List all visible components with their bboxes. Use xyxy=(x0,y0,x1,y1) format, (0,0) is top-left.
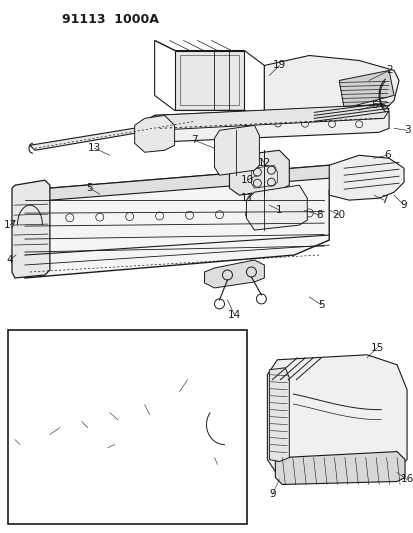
Polygon shape xyxy=(88,400,161,418)
Bar xyxy=(8,330,247,524)
Text: 15: 15 xyxy=(370,343,383,353)
Text: 6: 6 xyxy=(106,408,113,418)
Polygon shape xyxy=(275,451,404,484)
Polygon shape xyxy=(174,51,244,110)
Text: 7: 7 xyxy=(78,417,85,426)
Polygon shape xyxy=(269,368,289,462)
Polygon shape xyxy=(246,185,306,230)
Text: 4: 4 xyxy=(12,434,18,445)
Polygon shape xyxy=(12,180,50,278)
Text: 3: 3 xyxy=(403,125,409,135)
Text: 21: 21 xyxy=(101,442,114,453)
Text: 20: 20 xyxy=(332,210,345,220)
Text: 18: 18 xyxy=(210,459,223,470)
Text: 2: 2 xyxy=(385,66,392,76)
Polygon shape xyxy=(149,104,388,131)
Polygon shape xyxy=(144,106,388,142)
Text: 6: 6 xyxy=(370,100,377,110)
Polygon shape xyxy=(338,70,393,108)
Text: 17: 17 xyxy=(3,220,17,230)
Polygon shape xyxy=(328,155,403,200)
Text: 5: 5 xyxy=(57,423,63,433)
Polygon shape xyxy=(229,150,289,195)
Polygon shape xyxy=(25,165,348,202)
Polygon shape xyxy=(264,55,398,128)
Polygon shape xyxy=(214,125,259,175)
Polygon shape xyxy=(15,419,114,442)
Polygon shape xyxy=(134,387,224,478)
Text: 7: 7 xyxy=(380,195,387,205)
Text: 8: 8 xyxy=(315,210,322,220)
Text: 3: 3 xyxy=(141,400,147,410)
Polygon shape xyxy=(20,165,348,278)
Text: 5: 5 xyxy=(317,300,324,310)
Circle shape xyxy=(37,451,43,457)
Polygon shape xyxy=(267,355,406,480)
Polygon shape xyxy=(30,118,199,150)
Polygon shape xyxy=(204,260,264,288)
Text: 11: 11 xyxy=(240,193,254,203)
Text: 9: 9 xyxy=(268,489,275,499)
Polygon shape xyxy=(92,400,164,449)
Polygon shape xyxy=(15,415,104,518)
Text: 10: 10 xyxy=(240,175,253,185)
Polygon shape xyxy=(134,115,174,152)
Text: 5: 5 xyxy=(86,183,93,193)
Text: 7: 7 xyxy=(191,135,197,146)
Text: 15: 15 xyxy=(180,375,194,385)
Text: 91113  1000A: 91113 1000A xyxy=(62,13,158,26)
Text: 14: 14 xyxy=(227,310,240,320)
Text: 6: 6 xyxy=(383,150,389,160)
Text: 13: 13 xyxy=(88,143,101,154)
Text: 4: 4 xyxy=(7,255,13,265)
Text: 12: 12 xyxy=(257,158,271,168)
Polygon shape xyxy=(209,387,241,462)
Text: 16: 16 xyxy=(399,474,413,484)
Text: 1: 1 xyxy=(275,205,282,215)
Text: 9: 9 xyxy=(400,200,406,210)
Text: 19: 19 xyxy=(272,60,285,70)
